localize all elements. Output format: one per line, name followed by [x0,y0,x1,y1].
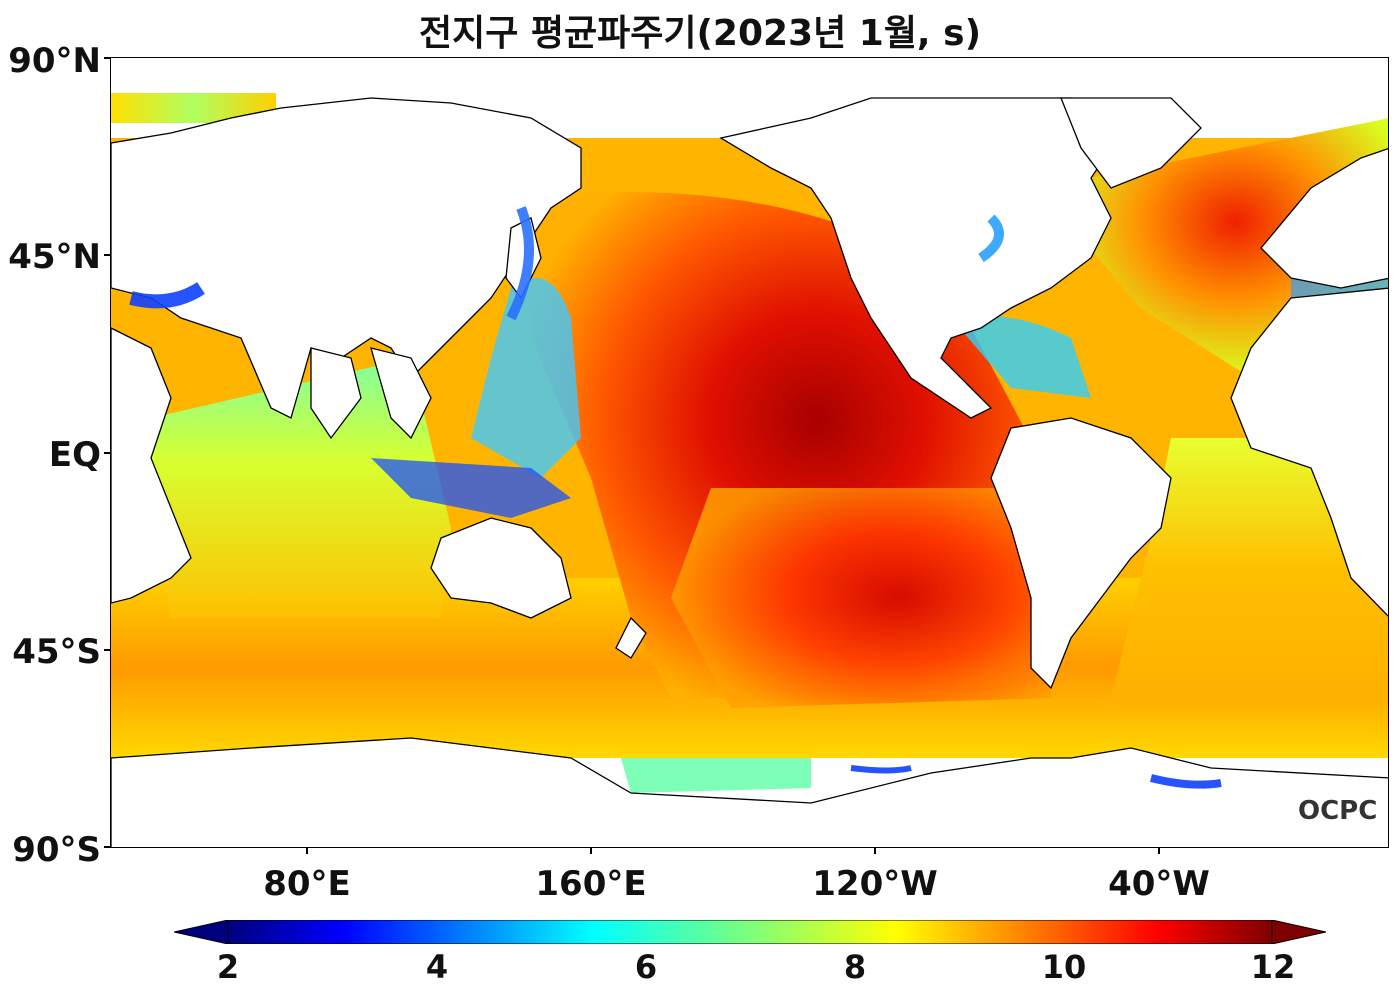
ross-sea [621,758,811,793]
y-tick-45s: 45°S [12,632,101,672]
europe [1260,148,1388,289]
y-tick-90n: 90°N [8,41,101,81]
coastal-short-period [129,206,1222,789]
india [310,347,362,440]
y-tick-mark [104,57,110,59]
australia [430,517,572,619]
x-tick-40w: 40°W [1108,864,1210,904]
colorbar-extend-max [1271,920,1326,944]
colorbar-tick: 2 [216,948,240,986]
map-canvas [111,93,1388,847]
indian-ocean [151,358,451,618]
x-tick-mark [1158,848,1160,854]
africa [1230,287,1388,617]
colorbar-tick: 10 [1041,948,1087,986]
y-tick-90s: 90°S [12,830,101,870]
y-tick-mark [104,846,110,848]
new-zealand [615,616,647,659]
colorbar [174,920,1326,944]
x-tick-mark [590,848,592,854]
y-tick-mark [104,452,110,454]
greenland [1060,97,1202,189]
marginal-seas-asia [471,278,581,478]
south-atlantic [1111,438,1388,698]
y-tick-mark [104,254,110,256]
eurasia-landmass [111,97,582,419]
africa-east [111,327,192,604]
ocpc-logo: OCPC [1298,796,1378,826]
y-tick-45n: 45°N [8,237,101,277]
south-america [990,417,1172,690]
colorbar-extend-min [174,920,229,944]
caribbean-gulf [951,315,1091,398]
colorbar-tick: 6 [634,948,658,986]
x-tick-120w: 120°W [812,864,938,904]
colorbar-tick: 4 [425,948,449,986]
x-tick-mark [306,848,308,854]
y-tick-mark [104,649,110,651]
colorbar-tick: 12 [1250,948,1296,986]
map-title: 전지구 평균파주기(2023년 1월, s) [418,13,982,54]
indochina [370,347,432,440]
x-tick-160e: 160°E [535,864,647,904]
x-tick-80e: 80°E [263,864,351,904]
pacific-ocean-south [671,488,1051,708]
wave-period-map [110,57,1389,848]
land-masses [111,97,1388,847]
indonesian-seas [371,458,571,518]
y-tick-eq: EQ [48,435,101,475]
colorbar-gradient [227,920,1273,944]
x-tick-mark [874,848,876,854]
antarctica [111,737,1388,847]
colorbar-tick: 8 [843,948,867,986]
